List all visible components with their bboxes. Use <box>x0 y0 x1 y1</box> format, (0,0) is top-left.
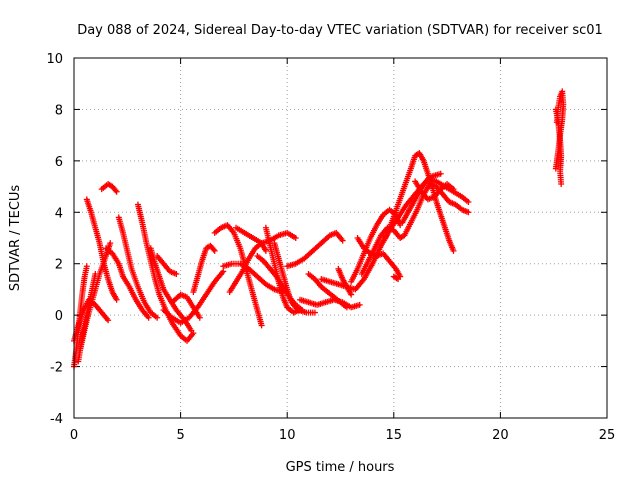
data-point <box>437 170 444 177</box>
data-point <box>145 314 152 321</box>
data-point <box>113 188 120 195</box>
data-point <box>262 247 269 254</box>
series-arc24 <box>305 271 350 311</box>
data-point <box>105 317 112 324</box>
x-tick-label: 10 <box>279 428 296 443</box>
series-arc28 <box>354 235 404 280</box>
series-arc32 <box>412 178 457 203</box>
data-point <box>311 309 318 316</box>
x-tick-label: 25 <box>599 428 616 443</box>
series-arc17 <box>226 240 269 295</box>
series-arc34 <box>552 106 565 187</box>
data-point <box>196 314 203 321</box>
y-tick-label: -4 <box>50 412 63 427</box>
plot-frame <box>73 57 608 419</box>
data-point <box>343 304 350 311</box>
x-tick-label: 0 <box>70 428 78 443</box>
data-point <box>258 322 265 329</box>
series-arc35 <box>390 273 402 283</box>
data-point <box>395 276 402 283</box>
data-point <box>211 247 218 254</box>
data-point <box>210 246 217 253</box>
series-arc13 <box>169 291 203 321</box>
data-point <box>356 301 363 308</box>
chart-title: Day 088 of 2024, Sidereal Day-to-day VTE… <box>77 23 603 38</box>
data-point <box>113 296 120 303</box>
data-point <box>348 291 355 298</box>
data-point <box>220 268 227 275</box>
data-point <box>450 247 457 254</box>
x-tick-label: 20 <box>492 428 509 443</box>
series-arc10 <box>147 245 195 334</box>
y-tick-label: 4 <box>55 206 63 221</box>
y-tick-label: -2 <box>50 361 63 376</box>
data-point <box>450 186 457 193</box>
series-arc22 <box>284 229 346 270</box>
series-arc7 <box>102 245 152 321</box>
y-tick-label: 8 <box>55 103 63 118</box>
series-arc14 <box>190 242 218 295</box>
axis-ticks: 0 5 10 15 20 25 -4 -2 0 2 4 6 8 10 <box>46 52 615 443</box>
series-arc5 <box>83 196 120 303</box>
y-tick-label: 6 <box>55 155 63 170</box>
data-point <box>107 240 114 247</box>
series-arc23 <box>296 296 363 311</box>
series-arc6 <box>98 181 120 195</box>
x-tick-label: 15 <box>386 428 403 443</box>
data-point <box>112 187 119 194</box>
y-tick-label: 2 <box>55 258 63 273</box>
data-point <box>292 235 299 241</box>
data-point <box>558 181 565 187</box>
y-axis-label: SDTVAR / TECUs <box>8 185 23 292</box>
x-axis-label: GPS time / hours <box>286 460 395 475</box>
data-point <box>339 237 346 244</box>
data-points <box>71 88 567 370</box>
data-point <box>465 209 472 216</box>
series-arc18 <box>233 224 299 247</box>
series-arc27 <box>348 206 404 285</box>
data-point <box>188 327 195 334</box>
series-arc11 <box>154 253 180 277</box>
series-arc30 <box>382 150 457 254</box>
x-tick-label: 5 <box>176 428 184 443</box>
y-tick-label: 10 <box>46 52 63 67</box>
data-point <box>173 271 180 277</box>
series-arc26 <box>335 265 355 298</box>
data-point <box>83 263 90 270</box>
y-tick-label: 0 <box>55 309 63 324</box>
data-point <box>465 199 472 205</box>
series-arc9 <box>134 201 197 344</box>
data-point <box>154 314 161 321</box>
data-point <box>296 307 303 313</box>
series-arc21 <box>262 224 303 316</box>
series-arc8 <box>115 214 161 321</box>
